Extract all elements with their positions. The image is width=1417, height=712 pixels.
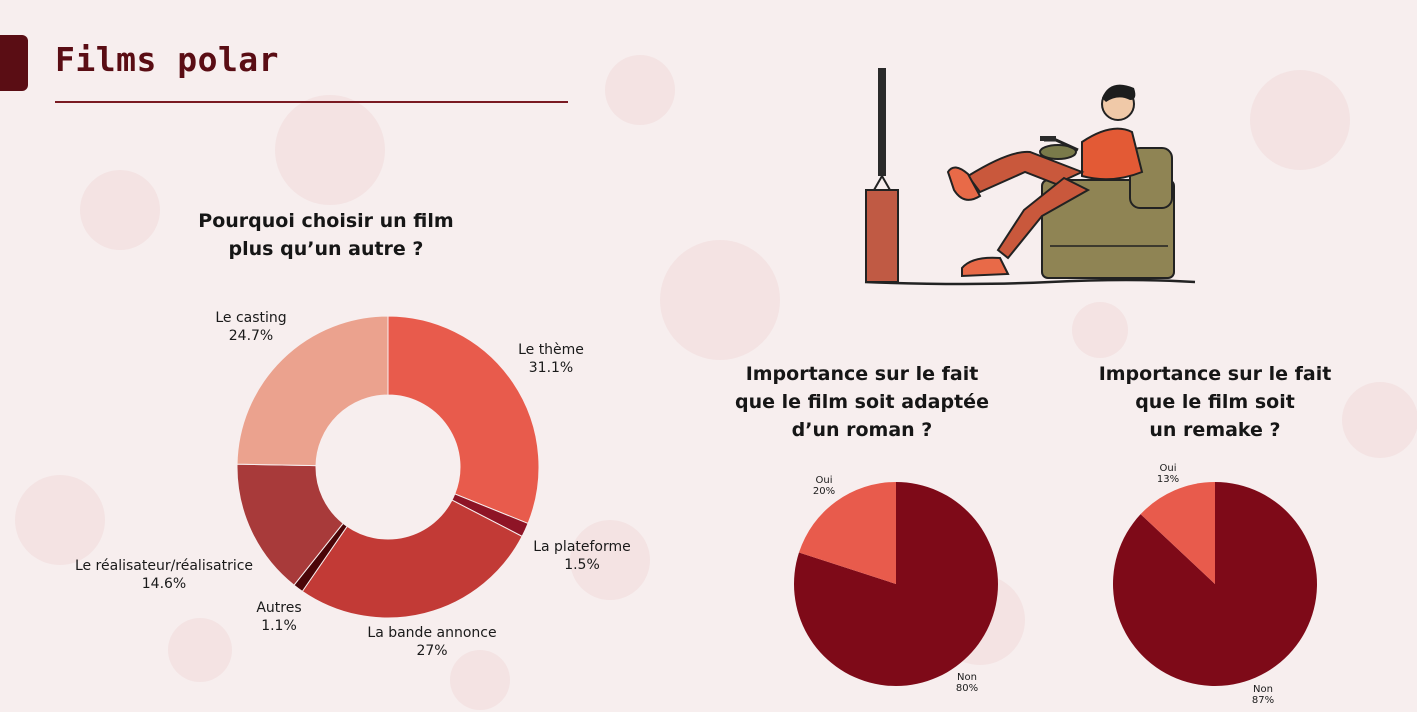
slice-value-le-casting: 24.7% xyxy=(229,328,273,344)
slice-value-oui: 13% xyxy=(1157,474,1179,485)
slice-label-non: Non xyxy=(1253,684,1273,695)
snack-bowl-icon xyxy=(1039,144,1077,160)
tv-watching-illustration xyxy=(864,68,1196,286)
tv-stand-icon xyxy=(865,189,899,283)
tv-icon xyxy=(878,68,886,176)
slice-oui xyxy=(798,482,896,584)
chart-2-title-line-3: d’un roman ? xyxy=(791,419,933,441)
slice-label-la-bande-annonce: La bande annonce xyxy=(367,625,496,641)
slice-label-autres: Autres xyxy=(256,600,301,616)
remote-icon xyxy=(1040,136,1056,141)
slice-label-la-plateforme: La plateforme xyxy=(533,539,631,555)
slice-value-le-realisateur-realisatrice: 14.6% xyxy=(142,576,186,592)
slice-label-non: Non xyxy=(957,672,977,683)
slice-value-oui: 20% xyxy=(813,486,835,497)
slice-label-oui: Oui xyxy=(816,475,833,486)
slice-oui xyxy=(1140,482,1215,584)
chart-1-title-line-2: plus qu’un autre ? xyxy=(228,238,424,260)
chart-3-title: Importance sur le fait que le film soit … xyxy=(1065,360,1365,444)
slice-le-theme xyxy=(387,315,540,525)
slice-value-le-theme: 31.1% xyxy=(529,360,573,376)
slice-label-oui: Oui xyxy=(1160,463,1177,474)
chart-2-title: Importance sur le fait que le film soit … xyxy=(712,360,1012,444)
chart-3-title-line-1: Importance sur le fait xyxy=(1098,363,1332,385)
slice-label-le-casting: Le casting xyxy=(215,310,286,326)
floor-line-icon xyxy=(864,278,1196,286)
slice-value-non: 87% xyxy=(1252,695,1274,706)
slice-la-bande-annonce xyxy=(301,499,523,619)
chart-2-title-line-1: Importance sur le fait xyxy=(745,363,979,385)
chart-3-title-line-3: un remake ? xyxy=(1149,419,1281,441)
page-title: Films polar xyxy=(55,40,280,79)
chart-2-title-line-2: que le film soit adaptée xyxy=(735,391,989,413)
slice-value-non: 80% xyxy=(956,683,978,694)
corner-accent xyxy=(0,35,28,91)
slice-le-casting xyxy=(236,315,389,467)
title-divider xyxy=(55,101,568,103)
chart-1-title-line-1: Pourquoi choisir un film xyxy=(198,210,454,232)
slice-non xyxy=(794,482,999,686)
chart-1-title: Pourquoi choisir un film plus qu’un autr… xyxy=(176,207,476,263)
chart-3-title-line-2: que le film soit xyxy=(1135,391,1295,413)
slice-value-autres: 1.1% xyxy=(261,618,297,634)
slice-label-le-theme: Le thème xyxy=(518,342,584,358)
slice-label-le-realisateur-realisatrice: Le réalisateur/réalisatrice xyxy=(75,558,253,574)
slice-value-la-plateforme: 1.5% xyxy=(564,557,600,573)
slice-value-la-bande-annonce: 27% xyxy=(416,643,447,659)
